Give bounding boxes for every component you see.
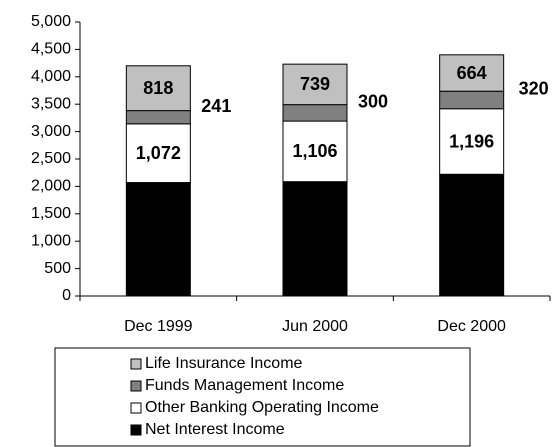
data-label: 664 (457, 63, 487, 83)
data-label: 1,106 (292, 141, 337, 161)
y-tick-label: 4,500 (31, 41, 71, 58)
bar-segment (125, 65, 191, 112)
y-tick-label: 500 (44, 260, 71, 277)
bar-segment (439, 54, 505, 92)
y-tick-label: 1,000 (31, 232, 71, 249)
y-tick-label: 5,000 (31, 13, 71, 30)
y-tick-label: 3,500 (31, 95, 71, 112)
y-tick-label: 3,000 (31, 123, 71, 140)
data-label: 818 (143, 78, 173, 98)
bar-segment (282, 63, 348, 106)
data-label: 2,070 (136, 229, 181, 249)
bar-segment (282, 120, 348, 183)
legend-box (54, 347, 471, 447)
data-label: 300 (358, 92, 388, 112)
x-tick-label: Dec 1999 (124, 318, 193, 335)
legend-label: Net Interest Income (145, 421, 285, 438)
legend-swatch (130, 402, 142, 414)
bar-segment (282, 181, 348, 297)
data-label: 1,196 (449, 131, 494, 151)
x-tick-label: Dec 2000 (437, 318, 506, 335)
bar-segment (439, 90, 505, 110)
bar-segment (439, 108, 505, 175)
y-tick-label: 4,000 (31, 68, 71, 85)
bar-segment (125, 123, 191, 184)
data-label: 2,221 (449, 225, 494, 245)
legend-swatch (130, 358, 142, 370)
bar-segment (125, 182, 191, 297)
legend-label: Other Banking Operating Income (145, 399, 379, 416)
legend-swatch (130, 424, 142, 436)
legend-label: Life Insurance Income (145, 355, 303, 372)
data-label: 241 (201, 96, 231, 116)
data-label: 1,072 (136, 143, 181, 163)
y-tick-label: 2,000 (31, 178, 71, 195)
data-label: 320 (519, 79, 549, 99)
bar-segment (282, 104, 348, 122)
data-label: 2,086 (292, 229, 337, 249)
data-label: 739 (300, 74, 330, 94)
bar-segment (125, 110, 191, 125)
legend-label: Funds Management Income (145, 377, 344, 394)
legend-swatch (130, 380, 142, 392)
x-tick-label: Jun 2000 (282, 318, 348, 335)
y-tick-label: 2,500 (31, 150, 71, 167)
y-tick-label: 1,500 (31, 205, 71, 222)
y-tick-label: 0 (62, 287, 71, 304)
